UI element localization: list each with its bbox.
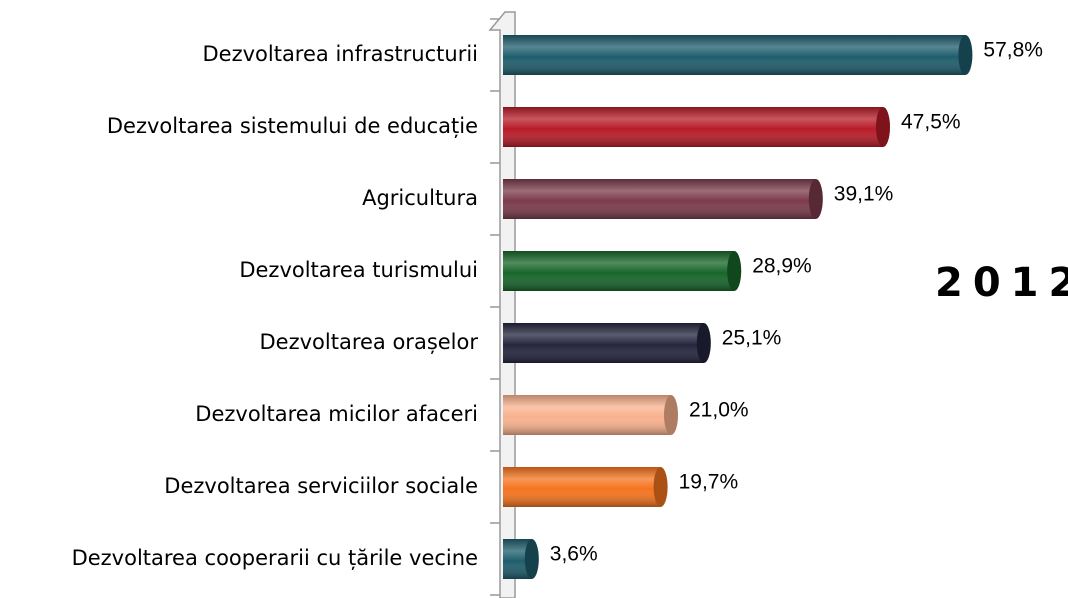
category-label: Dezvoltarea micilor afaceri [195, 402, 478, 426]
bar-shade [503, 35, 966, 75]
bar-cap [664, 395, 678, 435]
value-label: 39,1% [834, 183, 894, 206]
value-label: 25,1% [722, 327, 782, 350]
bar-shade [503, 323, 704, 363]
bar-cap-shade [808, 179, 823, 219]
bar-cap-shade [653, 467, 668, 507]
bar-shade [503, 179, 816, 219]
bar-cap-shade [876, 107, 890, 147]
category-label: Dezvoltarea sistemului de educație [107, 114, 478, 138]
bar-cap [808, 179, 823, 219]
bar-cap [876, 107, 890, 147]
annotation: 2012 [935, 260, 1068, 306]
category-label: Dezvoltarea orașelor [260, 330, 479, 354]
bar-shade [503, 467, 661, 507]
bar-cap [653, 467, 668, 507]
category-label: Dezvoltarea infrastructurii [202, 42, 478, 66]
value-label: 21,0% [689, 399, 749, 422]
bar-cap-shade [958, 35, 973, 75]
bar-shade [503, 395, 671, 435]
bar-shade [503, 107, 883, 147]
bar-cap-shade [696, 323, 711, 363]
value-label: 57,8% [983, 39, 1043, 62]
axis-wall [488, 11, 516, 598]
bar-cap-shade [524, 539, 539, 579]
category-label: Dezvoltarea turismului [239, 258, 478, 282]
bar-shade [503, 251, 735, 291]
category-label: Agricultura [362, 186, 478, 210]
value-label: 28,9% [752, 255, 812, 278]
category-label: Dezvoltarea cooperarii cu țările vecine [72, 546, 478, 570]
bar-cap [727, 251, 742, 291]
bar-cap [958, 35, 973, 75]
bar-cap-shade [664, 395, 678, 435]
value-label: 47,5% [901, 111, 961, 134]
bar-cap [524, 539, 539, 579]
bar-cap [696, 323, 711, 363]
value-label: 3,6% [550, 543, 598, 566]
category-label: Dezvoltarea serviciilor sociale [164, 474, 478, 498]
bar-cap-shade [727, 251, 742, 291]
value-label: 19,7% [679, 471, 739, 494]
